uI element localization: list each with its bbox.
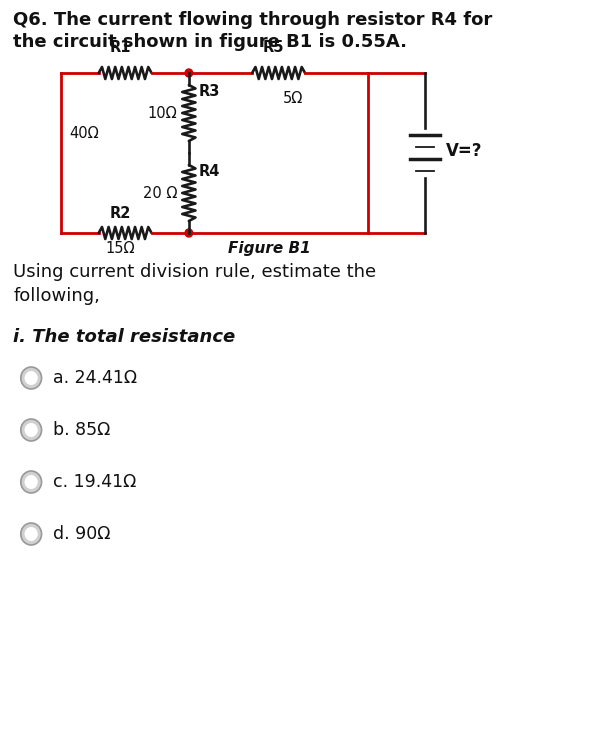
Text: 10Ω: 10Ω	[148, 106, 178, 120]
Text: R2: R2	[110, 206, 131, 221]
Text: i. The total resistance: i. The total resistance	[13, 328, 235, 346]
Text: R1: R1	[110, 40, 131, 55]
Circle shape	[21, 523, 41, 545]
Circle shape	[25, 475, 38, 489]
Text: c. 19.41Ω: c. 19.41Ω	[53, 473, 136, 491]
Text: R3: R3	[198, 84, 219, 99]
Circle shape	[25, 423, 38, 437]
Circle shape	[21, 471, 41, 493]
Text: b. 85Ω: b. 85Ω	[53, 421, 110, 439]
Circle shape	[21, 419, 41, 441]
Circle shape	[185, 69, 193, 77]
Circle shape	[25, 371, 38, 385]
Text: R4: R4	[198, 164, 219, 179]
Text: Q6. The current flowing through resistor R4 for: Q6. The current flowing through resistor…	[13, 11, 493, 29]
Text: 5Ω: 5Ω	[283, 91, 303, 106]
Text: V=?: V=?	[445, 142, 482, 160]
Circle shape	[25, 527, 38, 541]
Text: 15Ω: 15Ω	[106, 241, 135, 256]
Text: following,: following,	[13, 287, 100, 305]
Text: 40Ω: 40Ω	[69, 126, 99, 140]
Text: R5: R5	[263, 40, 284, 55]
Text: Using current division rule, estimate the: Using current division rule, estimate th…	[13, 263, 376, 281]
Text: Figure B1: Figure B1	[228, 241, 311, 256]
Text: d. 90Ω: d. 90Ω	[53, 525, 110, 543]
Circle shape	[21, 367, 41, 389]
Text: the circuit shown in figure B1 is 0.55A.: the circuit shown in figure B1 is 0.55A.	[13, 33, 407, 51]
Text: a. 24.41Ω: a. 24.41Ω	[53, 369, 137, 387]
Text: 20 Ω: 20 Ω	[143, 186, 178, 201]
Circle shape	[185, 229, 193, 237]
